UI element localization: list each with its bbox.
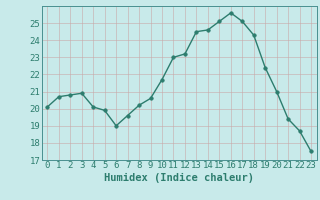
- X-axis label: Humidex (Indice chaleur): Humidex (Indice chaleur): [104, 173, 254, 183]
